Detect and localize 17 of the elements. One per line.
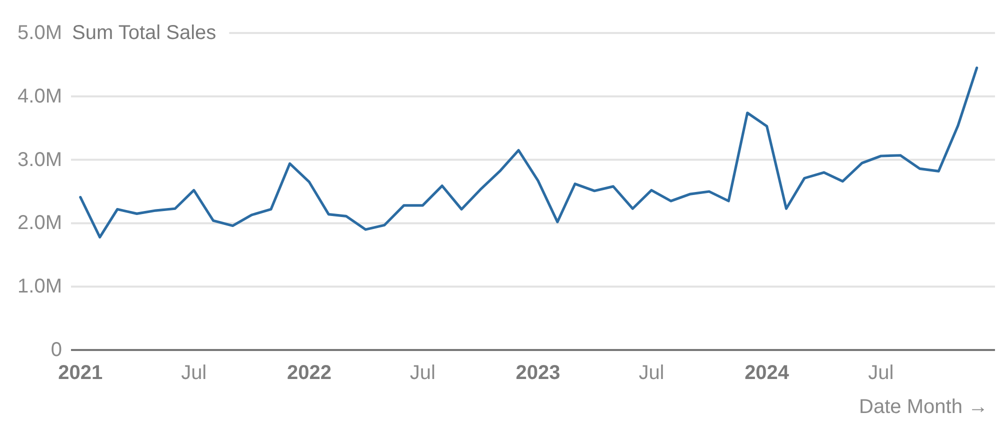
x-tick-label: Jul bbox=[181, 362, 207, 384]
x-tick-label: Jul bbox=[638, 362, 664, 384]
x-tick-label: 2023 bbox=[516, 362, 560, 384]
y-tick-label: 1.0M bbox=[18, 276, 62, 298]
y-tick-label: 3.0M bbox=[18, 148, 62, 171]
x-tick-label: 2022 bbox=[286, 362, 332, 384]
y-tick-label: 4.0M bbox=[18, 85, 62, 108]
x-tick-label: 2024 bbox=[744, 362, 790, 384]
x-tick-label: Jul bbox=[410, 362, 436, 384]
y-tick-label: 2.0M bbox=[18, 212, 62, 234]
y-axis-title: Sum Total Sales bbox=[72, 22, 216, 44]
x-tick-label: 2021 bbox=[58, 362, 103, 384]
line-series bbox=[79, 66, 978, 238]
y-tick-label: 5.0M bbox=[18, 22, 62, 44]
y-tick-label: 0 bbox=[50, 339, 62, 361]
x-tick-label: Jul bbox=[868, 362, 894, 384]
x-axis-title: Date Month → bbox=[859, 396, 988, 418]
